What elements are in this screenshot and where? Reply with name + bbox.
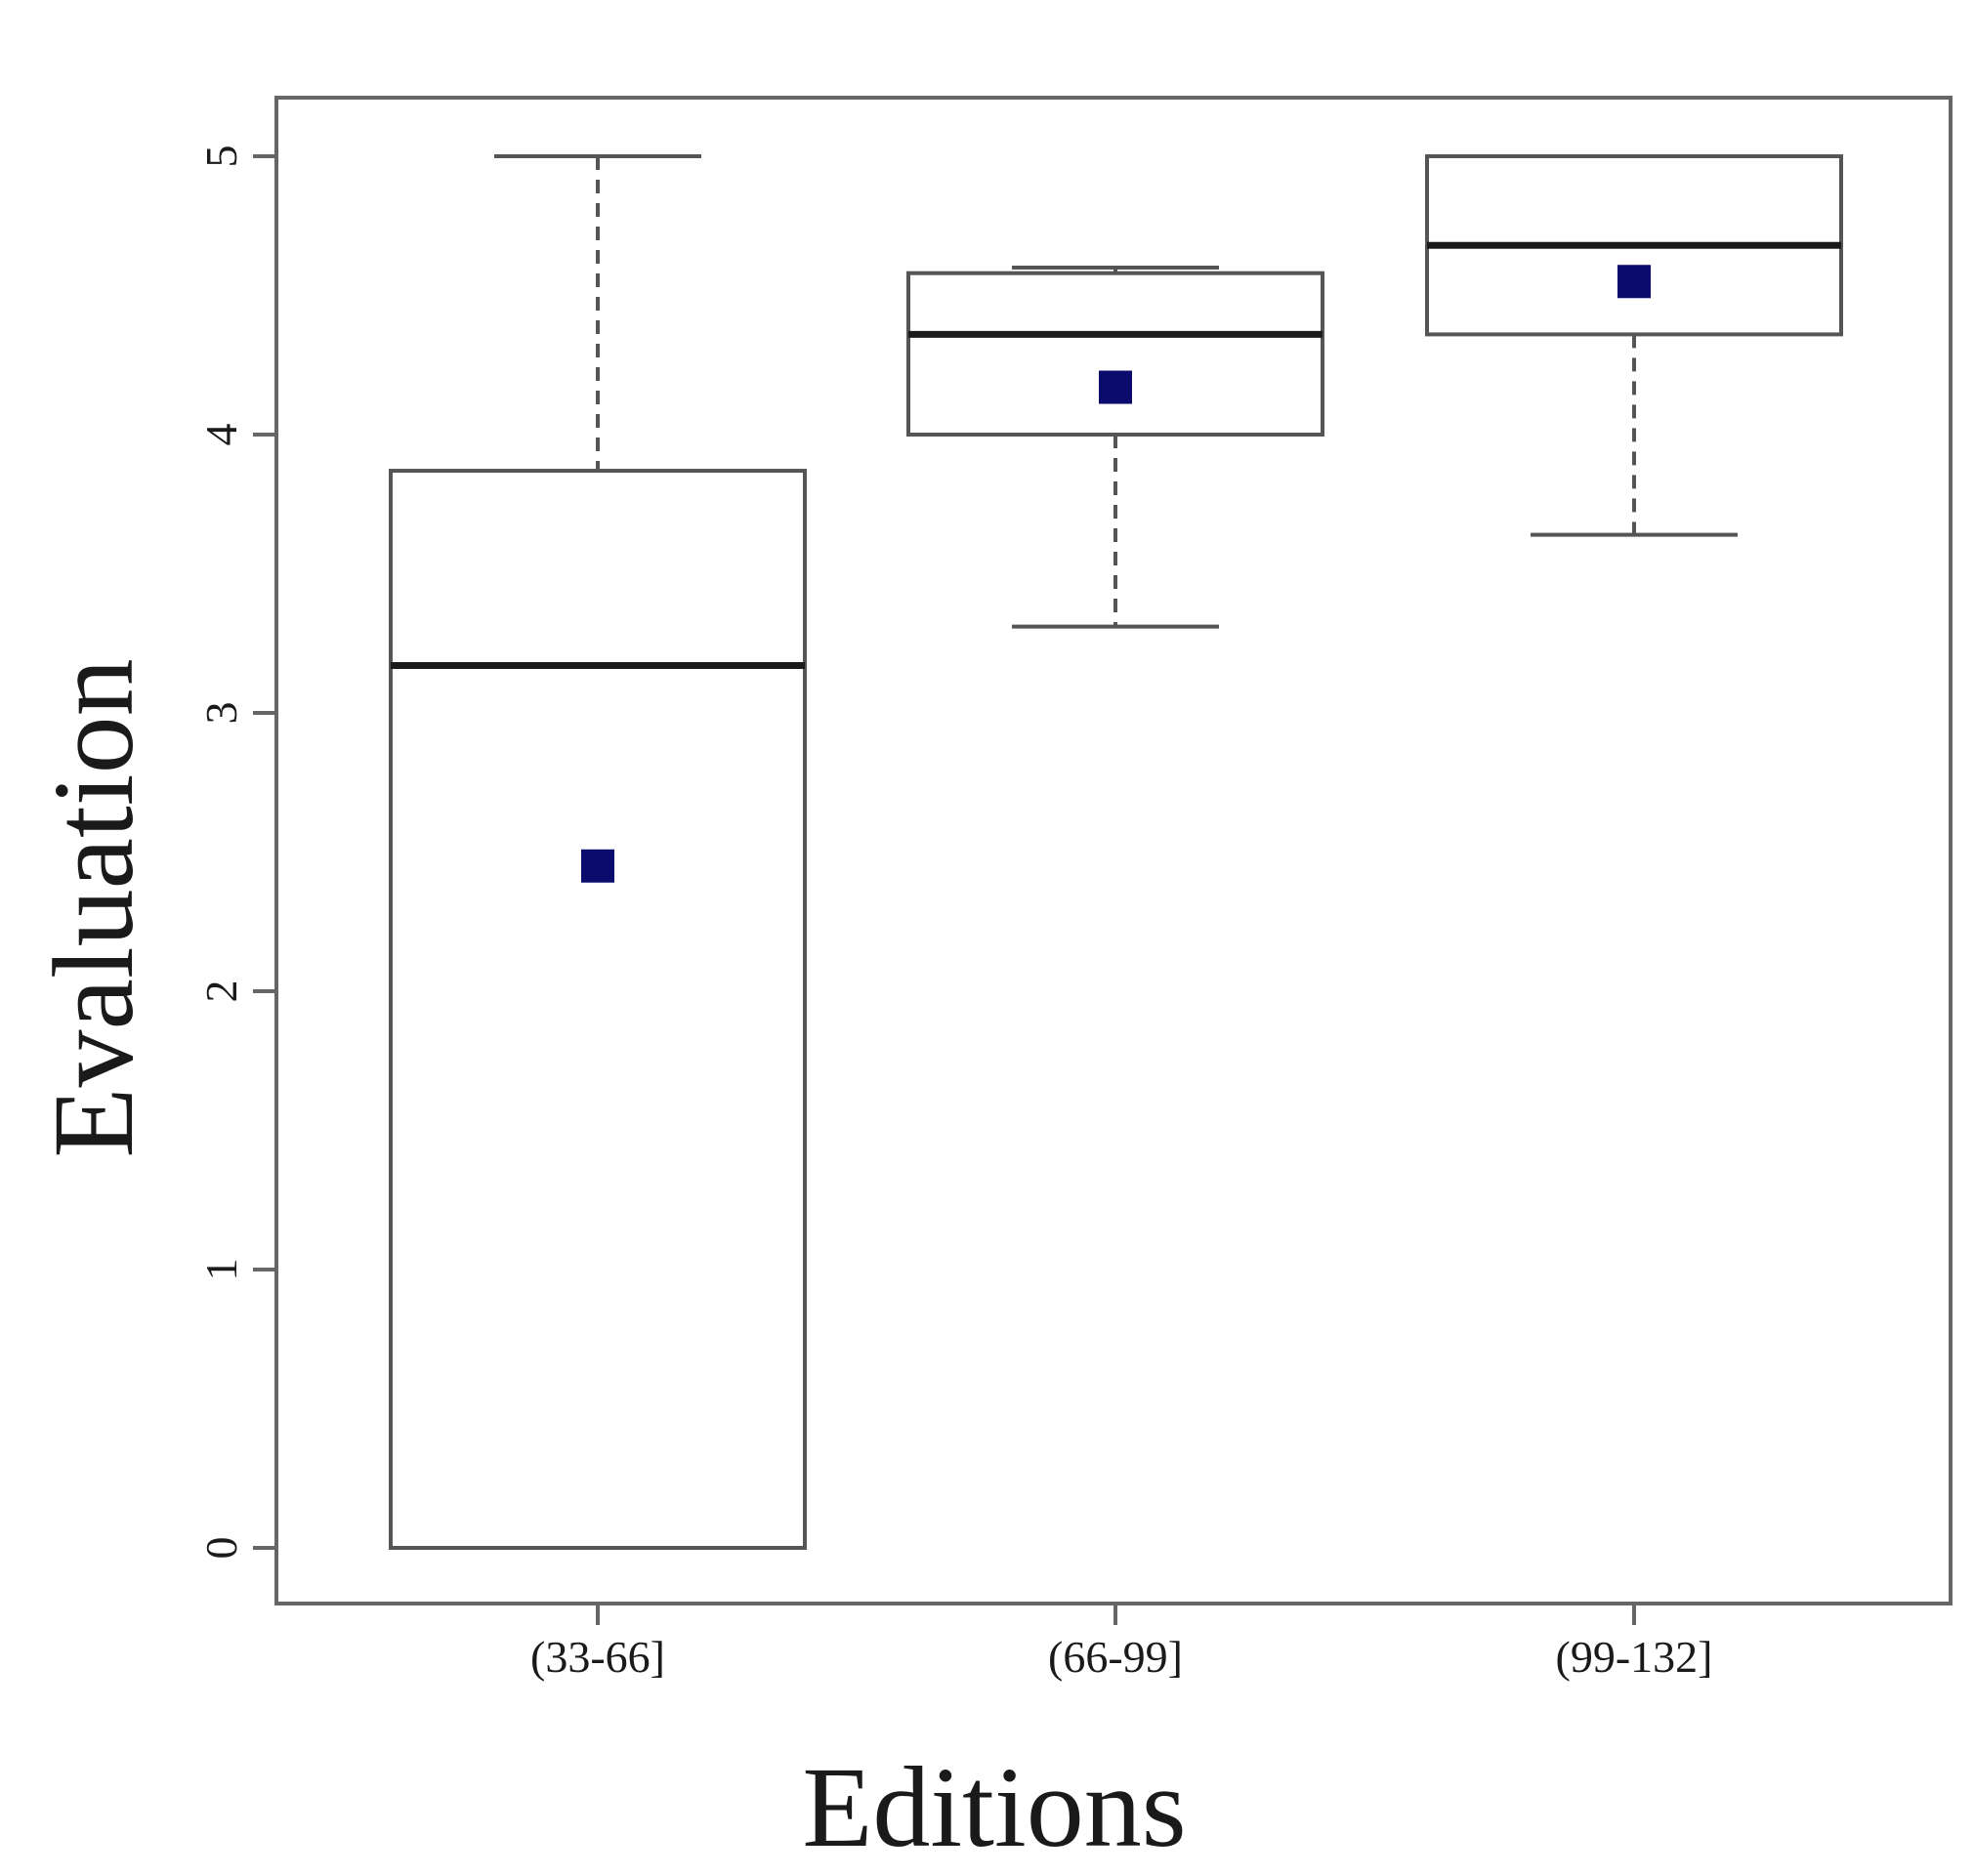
x-tick-label: (33-66] — [530, 1632, 665, 1682]
boxes-layer — [389, 154, 1843, 1550]
x-tick-label: (99-132] — [1556, 1632, 1713, 1682]
y-tick-label: 1 — [196, 1259, 246, 1281]
y-tick-label: 3 — [196, 702, 246, 725]
y-tick-label: 5 — [196, 146, 246, 168]
x-axis: (33-66] (66-99] (99-132] — [530, 1604, 1712, 1682]
box-group — [389, 154, 807, 1550]
mean-marker — [1099, 370, 1132, 404]
y-axis-title: Evaluation — [29, 658, 157, 1157]
x-tick-label: (66-99] — [1048, 1632, 1183, 1682]
mean-marker — [581, 849, 614, 883]
x-axis-title: Editions — [802, 1743, 1186, 1871]
box-iqr — [389, 469, 807, 1550]
y-tick-label: 4 — [196, 424, 246, 446]
mean-marker — [1617, 265, 1651, 299]
box-group — [906, 266, 1324, 629]
y-tick-label: 0 — [196, 1537, 246, 1560]
box-iqr — [906, 271, 1324, 438]
y-tick-label: 2 — [196, 980, 246, 1003]
box-group — [1425, 154, 1843, 537]
y-axis: 0 1 2 3 4 5 — [196, 146, 276, 1560]
